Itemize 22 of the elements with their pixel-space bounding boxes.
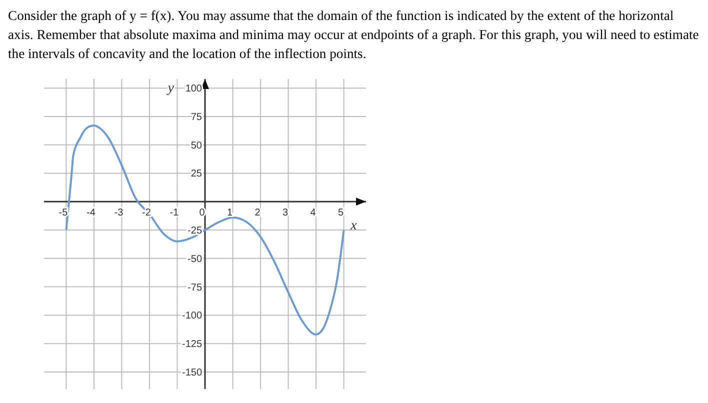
x-tick-label: 4 xyxy=(310,208,316,219)
y-tick-label: -100 xyxy=(182,310,202,322)
x-tick-label: -3 xyxy=(114,208,124,219)
y-tick-label: -50 xyxy=(188,254,202,265)
y-tick-label: -125 xyxy=(182,339,202,350)
y-tick-label: -150 xyxy=(182,367,202,378)
x-axis-title: x xyxy=(350,218,358,234)
x-tick-label: 2 xyxy=(254,208,261,219)
x-tick-label: 3 xyxy=(282,208,288,219)
x-tick-label: -1 xyxy=(170,208,180,219)
y-tick-label: 100 xyxy=(185,84,202,95)
x-tick-label: -4 xyxy=(86,208,96,219)
y-tick-label: 50 xyxy=(190,140,202,152)
y-tick-label: -25 xyxy=(188,226,202,237)
x-tick-label: 0 xyxy=(199,208,206,219)
x-tick-label: 5 xyxy=(338,208,344,219)
y-tick-label: 25 xyxy=(190,168,202,180)
chart-title: Consider the graph of y = f(x). You may assume that the domain of the function is indicated by the extent of the horizontal axis. Remember that absolute maxima and minima may occur at endpoints of a graph. For this graph, you will need to estimate the intervals of concavity and the location of the inflection points. xyxy=(8,7,700,63)
y-tick-label: -75 xyxy=(188,282,202,294)
y-axis-title: y xyxy=(166,81,175,96)
x-tick-label: 1 xyxy=(226,208,233,219)
y-tick-label: 75 xyxy=(190,112,202,123)
